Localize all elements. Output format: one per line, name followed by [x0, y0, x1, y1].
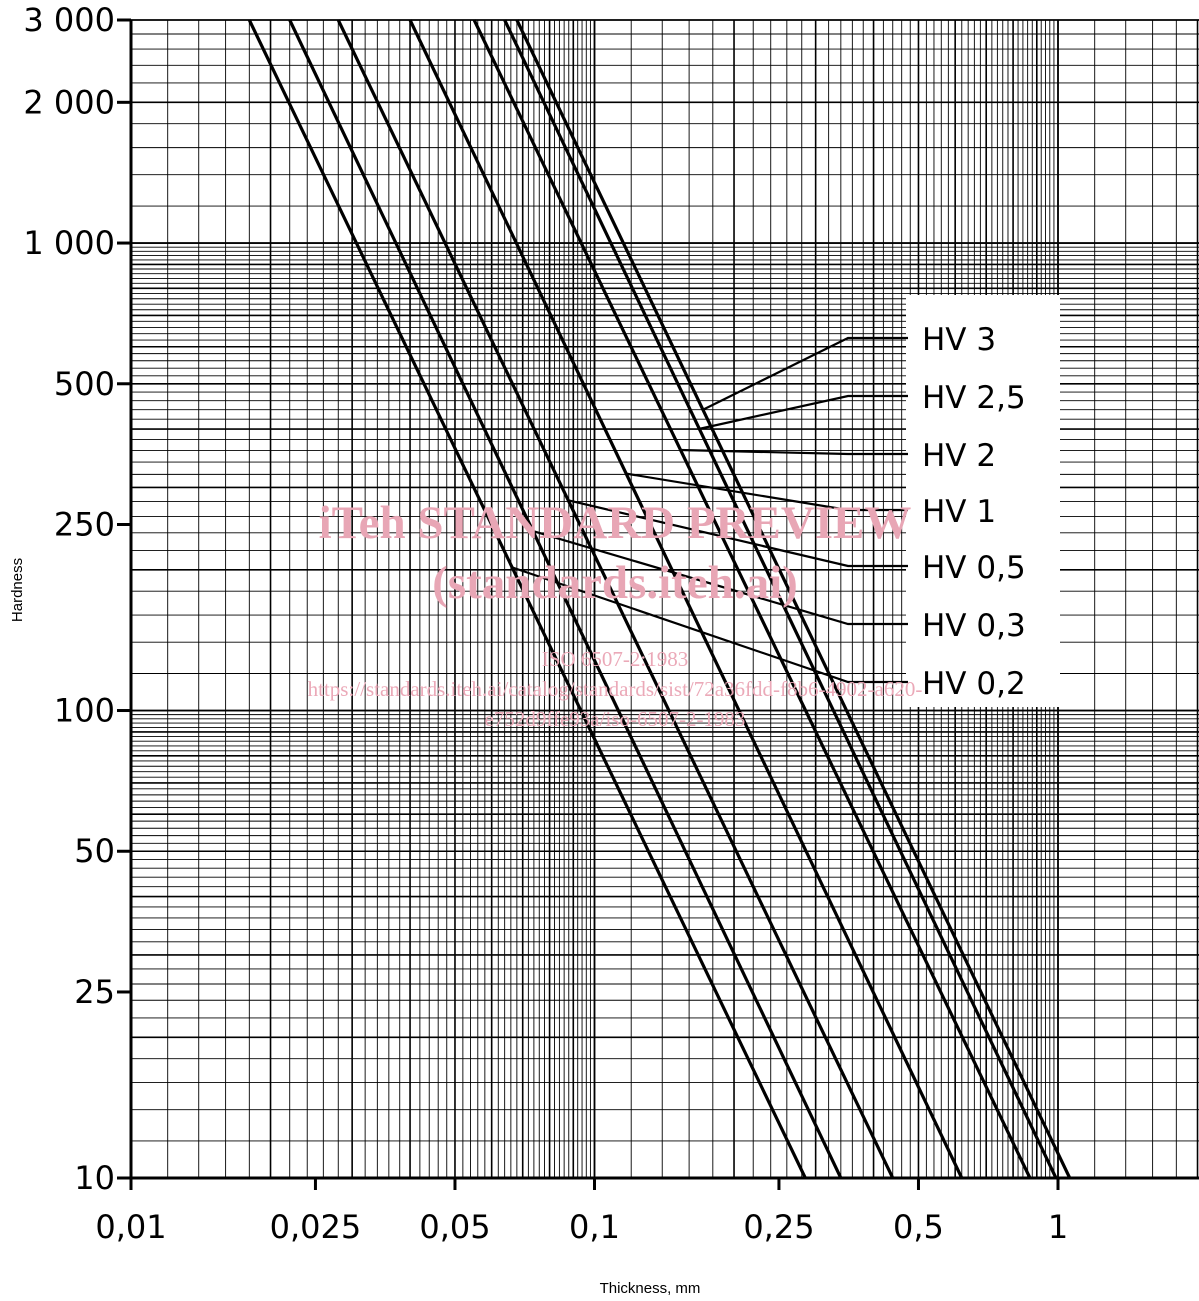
- series-line: [408, 19, 964, 1179]
- y-axis-title: Hardness: [9, 558, 26, 622]
- x-tick-label: 1: [1048, 1208, 1068, 1246]
- x-tick-label: 0,025: [270, 1208, 362, 1246]
- x-tick-label: 0,25: [743, 1208, 814, 1246]
- legend-leader-line: [625, 472, 908, 512]
- y-tick-label: 100: [54, 692, 115, 730]
- watermark-line2: (standards.iteh.ai): [432, 557, 798, 609]
- series-line: [515, 19, 1072, 1179]
- legend-label: HV 0,3: [922, 608, 1026, 644]
- series-lines: [247, 19, 1072, 1179]
- y-tick-label: 250: [54, 505, 115, 543]
- watermark-line1: iTeh STANDARD PREVIEW: [319, 497, 912, 549]
- x-tick-label: 0,1: [569, 1208, 620, 1246]
- watermark: iTeh STANDARD PREVIEW (standards.iteh.ai…: [308, 497, 923, 731]
- legend-label: HV 0,2: [922, 666, 1026, 702]
- y-tick-label: 500: [54, 365, 115, 403]
- y-tick-label: 10: [74, 1159, 115, 1197]
- watermark-line3: ISO 6507-2:1983: [542, 647, 688, 671]
- y-tick-label: 50: [74, 832, 115, 870]
- x-tick-label: 0,05: [419, 1208, 490, 1246]
- legend-leader-line: [699, 394, 908, 430]
- y-tick-label: 2 000: [23, 83, 115, 121]
- legend-label: HV 2,5: [922, 380, 1026, 416]
- series-line: [472, 19, 1032, 1179]
- watermark-line5: e752d9ffe93a/iso-6507-2-1983: [485, 707, 746, 731]
- legend-leader-line: [532, 530, 908, 626]
- tick-labels: 10 25 50 100 250 500 1 000 2 000 3 000 0,01 0,025 0…: [23, 1, 1068, 1246]
- legend-leader-line: [568, 499, 908, 568]
- series-line: [336, 19, 895, 1179]
- legend-leader-line: [680, 448, 908, 456]
- series-line: [503, 19, 1058, 1179]
- legend-label: HV 2: [922, 438, 996, 474]
- y-tick-label: 1 000: [23, 224, 115, 262]
- legend: HV 3 HV 2,5 HV 2 HV 1 HV 0,5 HV 0,3 HV 0,2: [511, 295, 1060, 707]
- legend-leader-line: [511, 566, 908, 684]
- axes: [129, 20, 1199, 1180]
- x-tick-label: 0,5: [893, 1208, 944, 1246]
- y-tick-label: 3 000: [23, 1, 115, 39]
- x-tick-label: 0,01: [95, 1208, 166, 1246]
- watermark-line4: https://standards.iteh.ai/catalog/standa…: [308, 677, 923, 701]
- y-tick-label: 25: [74, 973, 115, 1011]
- legend-label: HV 3: [922, 322, 996, 358]
- x-axis-title: Thickness, mm: [600, 1280, 701, 1297]
- series-line: [288, 19, 843, 1179]
- legend-label: HV 0,5: [922, 550, 1026, 586]
- legend-label: HV 1: [922, 494, 996, 530]
- legend-leader-line: [702, 336, 908, 411]
- series-line: [247, 19, 807, 1179]
- legend-box: [906, 295, 1060, 707]
